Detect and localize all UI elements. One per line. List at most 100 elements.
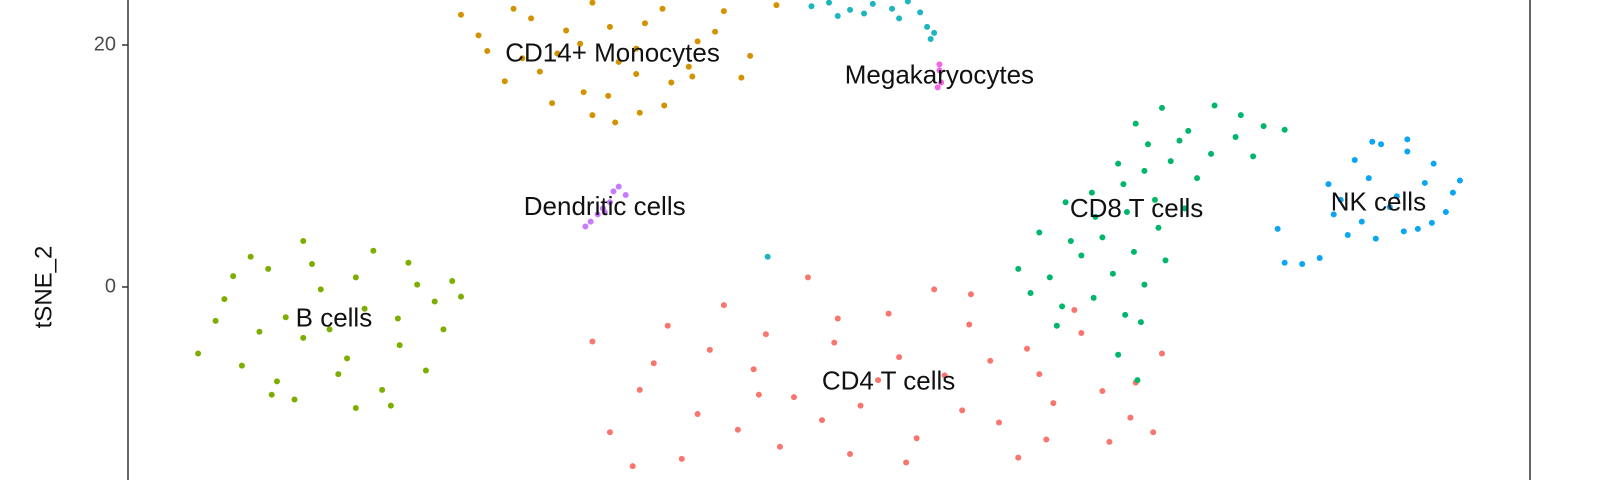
cluster-label: Dendritic cells (524, 191, 686, 221)
cell-point (1400, 228, 1407, 235)
cell-point (589, 0, 596, 6)
cell-point (212, 317, 219, 324)
cell-point (1421, 179, 1428, 186)
cell-point (1208, 150, 1215, 157)
cell-point (394, 315, 401, 322)
cell-point (1015, 454, 1022, 461)
cell-point (1185, 127, 1192, 134)
cell-point (831, 339, 838, 346)
cell-point (1053, 322, 1060, 329)
cell-point (1059, 303, 1066, 310)
cell-point (282, 314, 289, 321)
cluster-label: Megakaryocytes (845, 59, 1034, 89)
cell-point (773, 2, 780, 9)
cell-point (720, 8, 727, 15)
cell-point (747, 52, 754, 59)
cell-point (1281, 126, 1288, 133)
cell-point (818, 417, 825, 424)
cell-point (1078, 329, 1085, 336)
cell-point (650, 360, 657, 367)
cell-point (1123, 208, 1130, 215)
cell-point (694, 38, 701, 45)
cell-point (1162, 257, 1169, 264)
cell-point (195, 350, 202, 357)
cell-point (1099, 234, 1106, 241)
cell-point (256, 328, 263, 335)
cell-point (1404, 148, 1411, 155)
cell-point (484, 48, 491, 55)
cell-point (917, 9, 924, 16)
cell-point (931, 29, 938, 36)
cell-point (589, 112, 596, 119)
cluster-label: CD8 T cells (1070, 193, 1203, 223)
cell-point (1150, 429, 1157, 436)
cell-point (1414, 225, 1421, 232)
cell-point (1330, 211, 1337, 218)
cell-point (370, 247, 377, 254)
cell-point (268, 391, 275, 398)
cell-point (361, 305, 368, 312)
cell-point (519, 55, 526, 62)
cell-point (668, 79, 675, 86)
cell-point (387, 402, 394, 409)
cell-point (594, 211, 601, 218)
cell-point (1099, 388, 1106, 395)
cell-point (1015, 265, 1022, 272)
cell-point (1046, 274, 1053, 281)
cell-point (636, 109, 643, 116)
cell-point (685, 63, 692, 70)
cell-point (967, 291, 974, 298)
cell-point (352, 274, 359, 281)
cell-point (847, 450, 854, 457)
cell-point (1386, 204, 1393, 211)
cell-point (720, 302, 727, 309)
cell-point (924, 23, 931, 30)
cell-point (847, 6, 854, 13)
cell-point (1325, 181, 1332, 188)
cell-point (913, 435, 920, 442)
cell-point (869, 0, 876, 7)
cell-point (1181, 205, 1188, 212)
cell-point (1274, 225, 1281, 232)
cell-point (1316, 254, 1323, 261)
cell-point (712, 28, 719, 35)
cell-point (641, 20, 648, 27)
cell-point (1232, 133, 1239, 140)
cell-point (936, 67, 943, 74)
cell-point (896, 15, 903, 22)
cell-point (678, 455, 685, 462)
cell-point (1404, 136, 1411, 143)
cell-point (734, 426, 741, 433)
cell-point (615, 183, 622, 190)
cell-point (834, 12, 841, 19)
cell-point (755, 391, 762, 398)
cell-point (457, 11, 464, 18)
cell-point (431, 298, 438, 305)
cell-point (808, 3, 815, 10)
cell-point (857, 402, 864, 409)
cell-point (528, 15, 535, 22)
cell-point (273, 378, 280, 385)
cell-point (577, 40, 584, 47)
cell-point (776, 443, 783, 450)
cell-point (1344, 231, 1351, 238)
cell-point (1141, 281, 1148, 288)
cell-point (563, 27, 570, 34)
cell-point (300, 334, 307, 341)
cell-point (896, 354, 903, 361)
cell-point (1115, 351, 1122, 358)
cell-point (941, 372, 948, 379)
cell-point (1299, 261, 1306, 268)
y-axis-label: tSNE_2 (30, 246, 57, 329)
cell-point (804, 274, 811, 281)
cell-point (1430, 160, 1437, 167)
cell-point (762, 331, 769, 338)
cell-point (1194, 175, 1201, 182)
cell-point (826, 0, 832, 6)
cell-point (587, 218, 594, 225)
cell-point (1378, 141, 1385, 148)
cell-point (405, 259, 412, 266)
cell-point (938, 79, 945, 86)
